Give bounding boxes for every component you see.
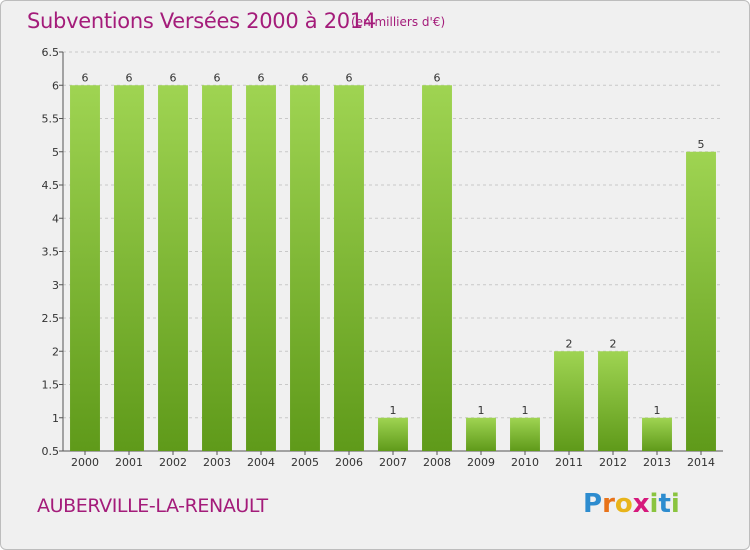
logo-letter: i (670, 489, 680, 519)
y-tick-label: 4 (52, 212, 59, 225)
bar-2000[interactable] (70, 85, 100, 451)
value-label: 6 (302, 71, 309, 84)
x-tick-label: 2003 (203, 456, 231, 469)
x-tick-label: 2008 (423, 456, 451, 469)
y-tick-label: 0.5 (42, 445, 60, 458)
logo-letter: x (632, 489, 650, 519)
logo-letter: r (602, 489, 615, 519)
value-label: 1 (522, 404, 529, 417)
logo-letter: i (649, 489, 659, 519)
bar-2003[interactable] (202, 85, 232, 451)
y-tick-label: 2 (52, 345, 59, 358)
bar-2001[interactable] (114, 85, 144, 451)
x-tick-label: 2014 (687, 456, 715, 469)
value-label: 2 (610, 337, 617, 350)
y-tick-label: 4.5 (42, 179, 60, 192)
value-label: 6 (82, 71, 89, 84)
bar-2011[interactable] (554, 351, 584, 451)
value-label: 6 (434, 71, 441, 84)
x-tick-label: 2010 (511, 456, 539, 469)
bar-2010[interactable] (510, 417, 540, 451)
logo-letter: P (583, 489, 603, 519)
bar-2004[interactable] (246, 85, 276, 451)
value-label: 6 (214, 71, 221, 84)
x-tick-label: 2002 (159, 456, 187, 469)
y-tick-label: 3 (52, 279, 59, 292)
bar-2014[interactable] (686, 151, 716, 451)
y-tick-label: 6 (52, 79, 59, 92)
x-tick-label: 2012 (599, 456, 627, 469)
y-tick-label: 3.5 (42, 246, 60, 259)
value-label: 6 (346, 71, 353, 84)
x-tick-label: 2009 (467, 456, 495, 469)
bar-2008[interactable] (422, 85, 452, 451)
value-label: 1 (390, 404, 397, 417)
labels: 0.5 1 1.5 2 2.5 3 3.5 4 4.5 5 5.5 6 6.5 6 2000 6 2001 6 20… (42, 46, 716, 469)
bar-2005[interactable] (290, 85, 320, 451)
chart-title: Subventions Versées 2000 à 2014 (27, 9, 376, 33)
commune-name: AUBERVILLE-LA-RENAULT (37, 495, 268, 517)
x-tick-label: 2006 (335, 456, 363, 469)
y-tick-label: 5 (52, 146, 59, 159)
value-label: 1 (654, 404, 661, 417)
y-tick-label: 2.5 (42, 312, 60, 325)
value-label: 6 (126, 71, 133, 84)
logo-letter: o (614, 489, 633, 519)
y-tick-label: 6.5 (42, 46, 60, 59)
bar-2006[interactable] (334, 85, 364, 451)
x-tick-label: 2007 (379, 456, 407, 469)
y-tick-label: 5.5 (42, 113, 60, 126)
logo-letter: t (658, 489, 671, 519)
x-tick-label: 2001 (115, 456, 143, 469)
value-label: 5 (698, 138, 705, 151)
bar-2013[interactable] (642, 417, 672, 451)
bar-2007[interactable] (378, 417, 408, 451)
x-tick-label: 2005 (291, 456, 319, 469)
bar-2009[interactable] (466, 417, 496, 451)
bars (70, 85, 716, 451)
x-tick-label: 2000 (71, 456, 99, 469)
chart-subtitle: (en milliers d'€) (351, 15, 446, 29)
x-tick-label: 2004 (247, 456, 275, 469)
y-tick-label: 1.5 (42, 379, 60, 392)
value-label: 1 (478, 404, 485, 417)
bar-2002[interactable] (158, 85, 188, 451)
y-tick-label: 1 (52, 412, 59, 425)
x-tick-label: 2011 (555, 456, 583, 469)
value-label: 6 (170, 71, 177, 84)
bar-2012[interactable] (598, 351, 628, 451)
proxiti-logo[interactable]: Proxiti (583, 489, 680, 519)
value-label: 2 (566, 337, 573, 350)
x-tick-label: 2013 (643, 456, 671, 469)
value-label: 6 (258, 71, 265, 84)
